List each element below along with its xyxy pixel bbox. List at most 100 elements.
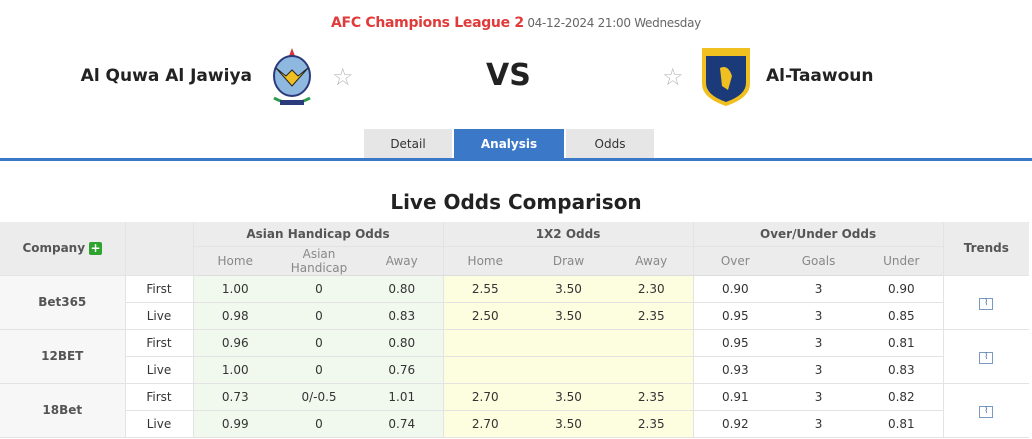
company-name[interactable]: Bet365 [0, 275, 126, 330]
odds-cell: 1.01 [361, 383, 444, 411]
odds-cell: 2.35 [610, 302, 694, 330]
company-name[interactable]: 18Bet [0, 383, 126, 438]
subheader-under: Under [860, 246, 944, 276]
trends-cell: ⌇ [942, 383, 1030, 438]
odds-cell: 3 [777, 275, 861, 303]
odds-cell [527, 329, 611, 357]
odds-cell: 0.93 [692, 356, 778, 384]
odds-cell: 3.50 [527, 383, 611, 411]
odds-cell: 0.95 [692, 329, 778, 357]
odds-type: First [125, 275, 194, 303]
match-header-info: AFC Champions League 2 04-12-2024 21:00 … [0, 15, 1032, 31]
odds-cell: 2.30 [610, 275, 694, 303]
table-row: Live 0.99 0 0.74 2.70 3.50 2.35 0.92 3 0.81 [0, 410, 1029, 438]
odds-cell: 0.90 [692, 275, 778, 303]
odds-cell: 0.81 [860, 410, 944, 438]
subheader-asian-handicap: Asian Handicap [277, 246, 361, 276]
match-datetime: 04-12-2024 21:00 Wednesday [527, 16, 701, 30]
trends-cell: ⌇ [942, 329, 1030, 384]
odds-cell: 3 [777, 410, 861, 438]
odds-cell: 0.76 [361, 356, 444, 384]
odds-cell: 0.99 [192, 410, 277, 438]
table-row: Live 0.98 0 0.83 2.50 3.50 2.35 0.95 3 0.85 [0, 302, 1029, 330]
trend-chart-icon[interactable]: ⌇ [979, 406, 994, 418]
favorite-away-star-icon[interactable]: ☆ [662, 63, 684, 91]
odds-cell: 0/-0.5 [277, 383, 361, 411]
subheader-draw: Draw [527, 246, 611, 276]
odds-cell: 0.73 [192, 383, 277, 411]
company-header-label: Company [22, 241, 86, 256]
odds-cell [442, 329, 528, 357]
league-name[interactable]: AFC Champions League 2 [331, 15, 524, 31]
over-under-header: Over/Under Odds [692, 222, 944, 247]
home-team-name[interactable]: Al Quwa Al Jawiya [80, 66, 252, 86]
odds-type: Live [125, 356, 194, 384]
trends-header: Trends [942, 222, 1030, 276]
table-row: Bet365 First 1.00 0 0.80 2.55 3.50 2.30 0.90 3 0.9… [0, 275, 1030, 330]
tab-underline [0, 158, 1032, 161]
odds-cell: 0.74 [361, 410, 444, 438]
odds-type: First [125, 383, 194, 411]
tab-odds[interactable]: Odds [566, 129, 654, 159]
odds-cell: 0.98 [192, 302, 277, 330]
odds-cell: 3 [777, 383, 861, 411]
odds-cell: 3 [777, 329, 861, 357]
table-row: Live 1.00 0 0.76 0.93 3 0.83 [0, 356, 1029, 384]
odds-cell: 0.80 [361, 329, 444, 357]
odds-type: Live [125, 302, 194, 330]
odds-cell [527, 356, 611, 384]
odds-cell: 3.50 [527, 302, 611, 330]
odds-cell [442, 356, 528, 384]
company-name[interactable]: 12BET [0, 329, 126, 384]
trend-chart-icon[interactable]: ⌇ [979, 352, 994, 364]
subheader-away: Away [610, 246, 694, 276]
trend-chart-icon[interactable]: ⌇ [979, 298, 994, 310]
odds-cell: 0 [277, 275, 361, 303]
odds-cell: 3 [777, 356, 861, 384]
subheader-goals: Goals [777, 246, 861, 276]
odds-table: Company + Asian Handicap Odds 1X2 Odds Ov… [0, 222, 1030, 438]
table-row: 12BET First 0.96 0 0.80 0.95 3 0.81 ⌇ [0, 329, 1030, 384]
odds-cell: 0.90 [860, 275, 944, 303]
tab-analysis[interactable]: Analysis [454, 129, 564, 159]
odds-cell: 3.50 [527, 410, 611, 438]
away-team-name[interactable]: Al-Taawoun [766, 66, 874, 86]
asian-handicap-header: Asian Handicap Odds [193, 222, 444, 247]
vs-label: VS [486, 58, 531, 93]
odds-cell: 0.91 [692, 383, 778, 411]
odds-cell: 0.92 [692, 410, 778, 438]
odds-type: Live [125, 410, 194, 438]
odds-cell: 2.70 [442, 383, 528, 411]
odds-cell: 0.82 [860, 383, 944, 411]
1x2-header: 1X2 Odds [442, 222, 694, 247]
odds-cell: 0.96 [192, 329, 277, 357]
subheader-home: Home [442, 246, 528, 276]
odds-cell: 0 [277, 356, 361, 384]
odds-cell: 0 [277, 302, 361, 330]
odds-cell: 0 [277, 329, 361, 357]
section-title: Live Odds Comparison [390, 190, 642, 214]
odds-cell: 0 [277, 410, 361, 438]
odds-cell [610, 329, 694, 357]
odds-cell: 2.55 [442, 275, 528, 303]
home-team-logo [273, 48, 311, 105]
match-tabs: Detail Analysis Odds [364, 129, 654, 159]
odds-cell: 2.35 [610, 383, 694, 411]
company-header: Company + [0, 222, 126, 276]
tab-detail[interactable]: Detail [364, 129, 452, 159]
odds-cell: 0.85 [860, 302, 944, 330]
type-header [125, 222, 194, 276]
away-team-logo [702, 48, 750, 106]
odds-cell: 1.00 [192, 356, 277, 384]
odds-cell: 2.70 [442, 410, 528, 438]
table-row: 18Bet First 0.73 0/-0.5 1.01 2.70 3.50 2.35 0.91… [0, 383, 1030, 438]
odds-cell: 0.95 [692, 302, 778, 330]
odds-cell: 2.35 [610, 410, 694, 438]
odds-cell: 0.80 [361, 275, 444, 303]
odds-cell [610, 356, 694, 384]
favorite-home-star-icon[interactable]: ☆ [332, 63, 354, 91]
add-company-plus-icon[interactable]: + [89, 241, 103, 256]
odds-cell: 0.83 [361, 302, 444, 330]
subheader-home: Home [192, 246, 277, 276]
odds-type: First [125, 329, 194, 357]
